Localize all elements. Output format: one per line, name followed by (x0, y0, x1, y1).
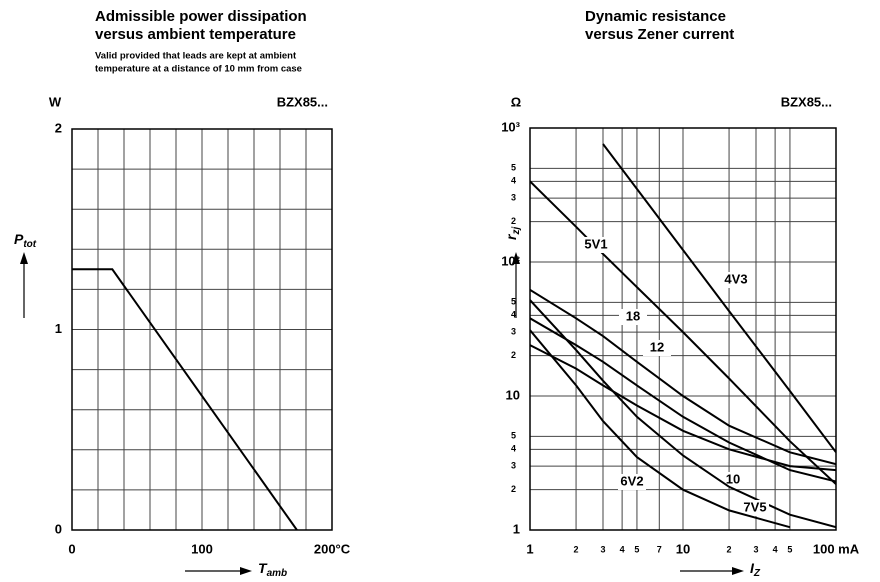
series-label: 6V2 (620, 473, 643, 488)
chart-title: Dynamic resistance (585, 8, 726, 25)
x-tick-label: 100 (191, 541, 213, 556)
series-label-bg (741, 500, 769, 516)
y-axis-label-main: r (503, 233, 519, 240)
y-tick-label: 3 (511, 460, 516, 470)
series-line (530, 317, 836, 483)
x-axis-label-main: T (258, 560, 268, 576)
x-tick-label: 4 (773, 544, 778, 554)
chart-subtitle: temperature at a distance of 10 mm from … (95, 64, 302, 75)
x-tick-label: 3 (753, 544, 758, 554)
x-axis-label: Tamb (258, 560, 287, 579)
chart-title: versus Zener current (585, 26, 734, 43)
y-tick-label: 10³ (501, 119, 520, 134)
x-tick-label: 0 (68, 541, 75, 556)
arrow-head (20, 252, 28, 264)
y-tick-label: 0 (55, 521, 62, 536)
series-label: 5V1 (584, 236, 607, 251)
x-tick-label: 7 (657, 544, 662, 554)
arrow-head (512, 252, 520, 264)
y-axis-label: Ptot (14, 231, 37, 250)
x-tick-label: 200°C (314, 541, 351, 556)
y-tick-label: 5 (511, 431, 516, 441)
x-tick-label: 10 (676, 541, 690, 556)
y-tick-label: 2 (511, 484, 516, 494)
x-tick-label: 2 (574, 544, 579, 554)
y-tick-label: 4 (511, 444, 516, 454)
x-tick-label: 4 (620, 544, 625, 554)
y-tick-label: 5 (511, 163, 516, 173)
series-line (530, 288, 836, 466)
x-tick-label: 1 (526, 541, 533, 556)
x-tick-label: 3 (600, 544, 605, 554)
y-tick-label: 1 (55, 321, 62, 336)
series-label: 7V5 (743, 499, 766, 514)
x-axis-label-sub: amb (267, 568, 288, 579)
series-label-bg (582, 237, 610, 253)
series-label: 4V3 (724, 271, 747, 286)
x-axis-label: IZ (750, 560, 761, 579)
series-line (530, 329, 791, 529)
series-line (530, 180, 836, 485)
type-label: BZX85... (277, 94, 328, 109)
y-tick-label: 3 (511, 192, 516, 202)
chart-title: Admissible power dissipation (95, 8, 307, 25)
y-axis-label-main: P (14, 231, 24, 247)
type-label: BZX85... (781, 94, 832, 109)
chart-subtitle: Valid provided that leads are kept at am… (95, 51, 297, 62)
y-unit: W (49, 94, 62, 109)
x-tick-label: 5 (787, 544, 792, 554)
arrow-head (240, 567, 252, 575)
series-line (530, 299, 836, 529)
series-label: 12 (650, 339, 664, 354)
x-axis-label-main: I (750, 560, 755, 576)
y-tick-label: 1 (513, 521, 520, 536)
y-axis-label: rzj (503, 227, 522, 240)
y-tick-label: 4 (511, 310, 516, 320)
plot-frame (529, 127, 837, 531)
series-label-bg (643, 340, 671, 356)
x-axis-label-sub: Z (753, 568, 761, 579)
series-label-bg (722, 272, 750, 288)
y-tick-label: 10 (506, 387, 520, 402)
x-tick-label: 5 (634, 544, 639, 554)
y-axis-label-sub: tot (23, 239, 36, 250)
y-tick-label: 2 (55, 120, 62, 135)
y-tick-label: 3 (511, 326, 516, 336)
y-tick-label: 4 (511, 176, 516, 186)
x-tick-label: 100 mA (813, 541, 860, 556)
arrow-head (732, 567, 744, 575)
y-unit: Ω (511, 94, 521, 109)
series-label: 10 (726, 471, 740, 486)
plot-frame (71, 128, 333, 531)
series-label: 18 (626, 308, 640, 323)
series-line (602, 143, 836, 453)
series-line (530, 344, 836, 472)
y-axis-label-sub: zj (511, 227, 522, 236)
y-tick-label: 5 (511, 297, 516, 307)
series-label-bg (619, 309, 647, 325)
y-tick-label: 2 (511, 350, 516, 360)
series-label-bg (618, 474, 646, 490)
chart-title: versus ambient temperature (95, 26, 296, 43)
y-tick-label: 2 (511, 216, 516, 226)
x-tick-label: 2 (727, 544, 732, 554)
series-line (72, 268, 298, 530)
